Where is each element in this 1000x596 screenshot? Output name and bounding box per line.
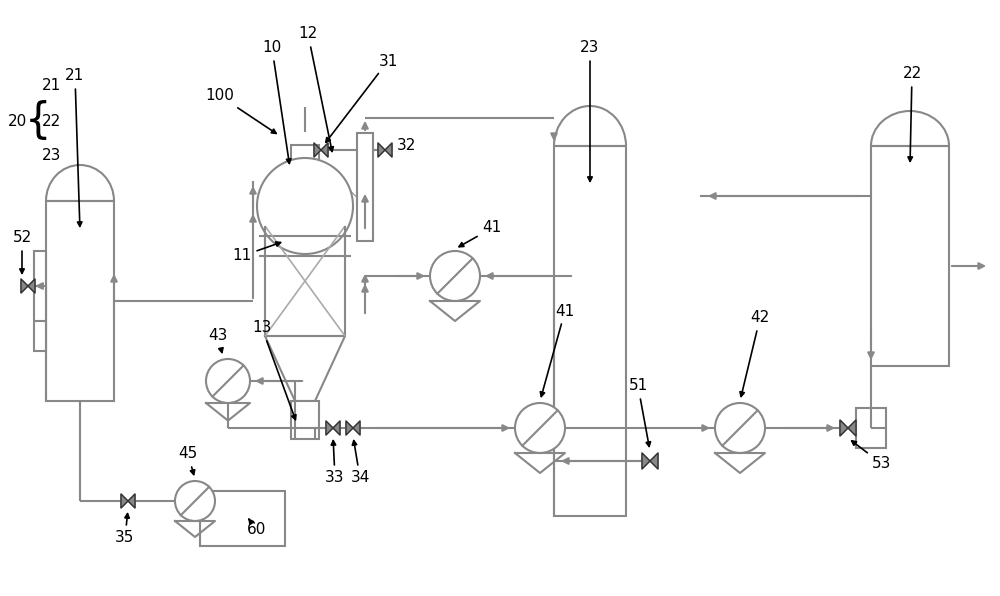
Text: 41: 41 [540, 303, 575, 396]
Polygon shape [121, 494, 128, 508]
Text: 41: 41 [459, 221, 502, 247]
Polygon shape [378, 143, 385, 157]
Text: 52: 52 [12, 231, 32, 274]
Bar [46, 201, 114, 401]
Text: 42: 42 [740, 311, 770, 396]
Polygon shape [353, 421, 360, 435]
Bar [357, 133, 373, 241]
Text: 100: 100 [206, 88, 276, 134]
Bar [291, 401, 319, 439]
Text: 31: 31 [326, 54, 398, 142]
Polygon shape [326, 421, 333, 435]
Text: 22: 22 [42, 113, 61, 129]
Circle shape [515, 403, 565, 453]
Text: 34: 34 [350, 440, 370, 486]
Circle shape [715, 403, 765, 453]
Text: 22: 22 [902, 67, 922, 162]
Bar [856, 408, 886, 448]
Polygon shape [333, 421, 340, 435]
Circle shape [257, 158, 353, 254]
Polygon shape [28, 279, 35, 293]
Polygon shape [346, 421, 353, 435]
Polygon shape [385, 143, 392, 157]
Polygon shape [314, 143, 321, 157]
Polygon shape [650, 453, 658, 469]
Text: 23: 23 [42, 148, 61, 163]
Polygon shape [128, 494, 135, 508]
Text: 13: 13 [252, 321, 296, 420]
Text: 45: 45 [178, 446, 198, 474]
Polygon shape [642, 453, 650, 469]
Polygon shape [321, 143, 328, 157]
Bar [34, 251, 46, 351]
Bar [871, 146, 949, 366]
Circle shape [430, 251, 480, 301]
Text: {: { [25, 100, 52, 142]
Text: 10: 10 [262, 41, 291, 163]
Text: 51: 51 [628, 378, 651, 446]
Bar [265, 226, 345, 336]
Polygon shape [840, 420, 848, 436]
Polygon shape [848, 420, 856, 436]
Text: 23: 23 [580, 41, 600, 181]
Text: 43: 43 [208, 328, 228, 352]
Text: 21: 21 [65, 69, 85, 226]
Text: 33: 33 [325, 440, 345, 486]
Text: 11: 11 [232, 242, 281, 263]
Text: 35: 35 [115, 514, 135, 545]
Text: 53: 53 [852, 441, 892, 471]
Polygon shape [265, 336, 345, 401]
Text: 12: 12 [298, 26, 333, 151]
Bar [200, 491, 285, 546]
Bar [554, 146, 626, 516]
Text: 60: 60 [247, 519, 267, 538]
Circle shape [175, 481, 215, 521]
Circle shape [206, 359, 250, 403]
Text: 32: 32 [397, 138, 416, 154]
Polygon shape [21, 279, 28, 293]
Text: 20: 20 [8, 113, 27, 129]
Text: 21: 21 [42, 79, 61, 94]
Bar [291, 145, 319, 163]
